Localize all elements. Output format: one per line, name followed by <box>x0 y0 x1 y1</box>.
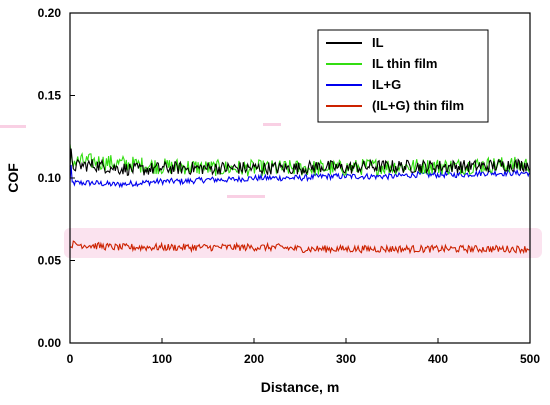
legend-label-il: IL <box>372 35 384 50</box>
legend-label-il-g-thin-film: (IL+G) thin film <box>372 98 464 113</box>
legend: IL IL thin film IL+G (IL+G) thin film <box>317 29 489 123</box>
y-ticks <box>70 12 75 344</box>
y-axis-title: COF <box>5 163 21 193</box>
series-line-il <box>69 148 530 177</box>
y-tick-label: 0.20 <box>38 6 62 20</box>
legend-label-il-thin-film: IL thin film <box>372 56 437 71</box>
series-line-il-thin-film <box>69 143 530 177</box>
y-tick-label: 0.05 <box>38 254 62 268</box>
x-tick-label: 0 <box>67 352 74 366</box>
x-ticks <box>69 338 531 343</box>
series-lines <box>69 143 530 255</box>
x-tick-label: 200 <box>244 352 264 366</box>
y-axis: 0.00 0.05 0.10 0.15 0.20 COF <box>5 6 75 350</box>
x-tick-label: 100 <box>152 352 172 366</box>
y-tick-label: 0.15 <box>38 89 62 103</box>
x-tick-label: 500 <box>520 352 540 366</box>
pink-artifacts <box>0 123 542 258</box>
y-tick-label: 0.10 <box>38 171 62 185</box>
series-line-il-g <box>69 164 530 189</box>
x-axis: 0 100 200 300 400 500 Distance, m <box>67 338 540 395</box>
x-tick-label: 400 <box>428 352 448 366</box>
x-tick-label: 300 <box>336 352 356 366</box>
legend-label-il-g: IL+G <box>372 77 401 92</box>
x-axis-title: Distance, m <box>261 379 340 395</box>
y-tick-label: 0.00 <box>38 336 62 350</box>
series-line-il-g-thin-film <box>69 240 530 255</box>
